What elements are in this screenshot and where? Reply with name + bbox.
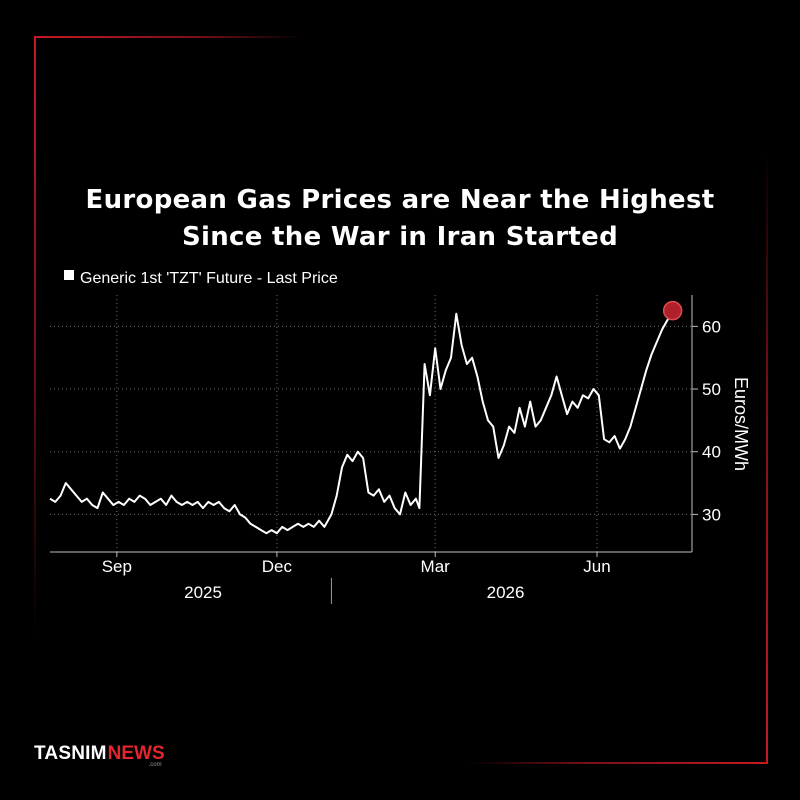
chart-title: European Gas Prices are Near the Highest <box>85 185 715 215</box>
y-axis-label: Euros/MWh <box>731 377 751 471</box>
axis-layer: 30 40 50 60 Sep Dec Mar Jun 2025 2026 <box>50 295 721 604</box>
chart-subtitle: Since the War in Iran Started <box>181 222 618 252</box>
price-series-line <box>49 310 674 535</box>
chart-title-block: European Gas Prices are Near the Highest… <box>0 182 800 256</box>
logo-domain: .com <box>148 762 162 768</box>
legend-label: Generic 1st 'TZT' Future - Last Price <box>80 270 338 287</box>
x-tick-label: Sep <box>102 557 132 576</box>
x-tick-label: Dec <box>262 557 293 576</box>
y-tick-label: 60 <box>702 317 721 336</box>
frame-border-top <box>34 36 304 38</box>
legend-swatch <box>64 270 74 280</box>
legend: Generic 1st 'TZT' Future - Last Price <box>64 270 338 287</box>
x-year-label: 2026 <box>487 583 525 602</box>
series-layer <box>49 310 674 535</box>
x-tick-label: Jun <box>583 557 610 576</box>
last-price-marker <box>662 300 683 321</box>
frame-border-left <box>34 36 36 636</box>
grid-layer <box>50 295 692 552</box>
y-tick-label: 40 <box>702 443 721 462</box>
y-tick-label: 50 <box>702 380 721 399</box>
frame-border-right <box>766 150 768 764</box>
frame-border-bottom <box>470 762 768 764</box>
logo-tasnim: TASNIM <box>34 743 107 764</box>
tasnim-news-logo: TASNIM NEWS .com <box>34 742 165 769</box>
x-tick-label: Mar <box>421 557 451 576</box>
x-year-label: 2025 <box>184 583 222 602</box>
y-tick-label: 30 <box>702 505 721 524</box>
marker-layer <box>662 300 683 321</box>
logo-news: NEWS <box>107 743 165 764</box>
